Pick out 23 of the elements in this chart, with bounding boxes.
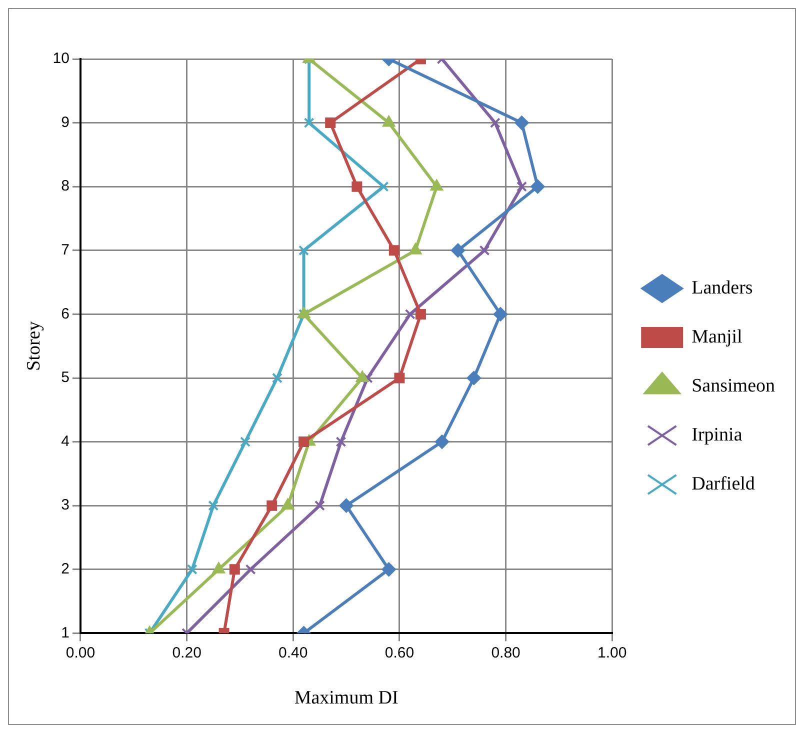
x-tick-label: 0.20 xyxy=(172,644,202,662)
y-tick-label: 10 xyxy=(52,50,70,68)
y-tick-label: 7 xyxy=(61,242,70,259)
y-tick-label: 9 xyxy=(61,114,70,131)
y-tick-label: 2 xyxy=(61,560,70,578)
y-tick-label: 6 xyxy=(61,305,70,322)
y-tick-label: 4 xyxy=(61,432,70,450)
y-tick-label: 8 xyxy=(61,178,70,195)
y-tick-label: 1 xyxy=(61,624,70,642)
legend-label: Landers xyxy=(692,277,753,298)
x-tick-label: 0.80 xyxy=(491,644,520,662)
y-tick-label: 5 xyxy=(61,369,70,386)
legend-label: Manjil xyxy=(692,326,742,348)
legend-label: Irpinia xyxy=(692,424,743,446)
x-tick-label: 0.00 xyxy=(66,644,96,662)
x-tick-label: 0.60 xyxy=(384,644,414,662)
x-tick-label: 1.00 xyxy=(598,644,627,662)
y-tick-label: 3 xyxy=(61,496,70,514)
legend-label: Darfield xyxy=(692,473,756,494)
x-axis-title: Maximum DI xyxy=(294,688,398,709)
x-tick-label: 0.40 xyxy=(278,644,308,662)
legend-label: Sansimeon xyxy=(692,375,776,396)
y-axis-title: Storey xyxy=(23,320,44,371)
